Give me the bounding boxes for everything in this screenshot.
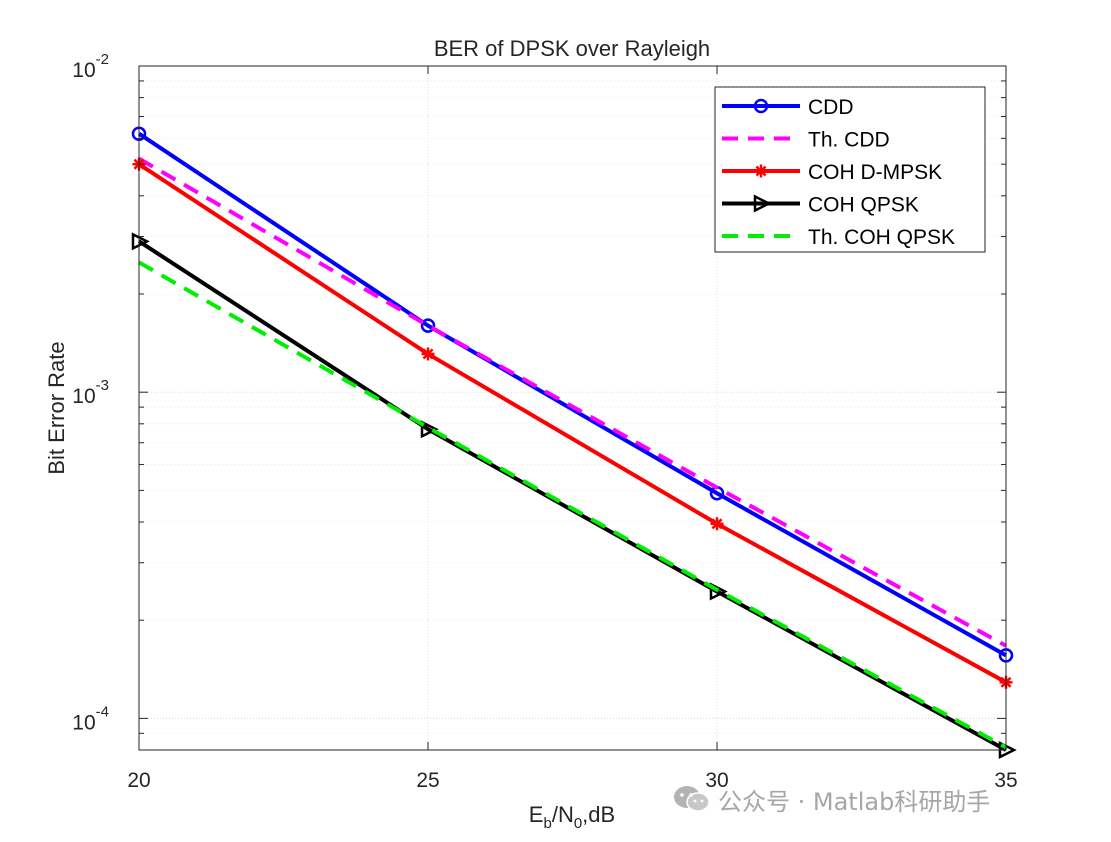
- data-point-coh-qpsk: [420, 420, 439, 439]
- series-coh-qpsk: [131, 232, 1017, 760]
- legend-label: COH D-MPSK: [808, 161, 942, 184]
- legend-item-th-cdd: Th. CDD: [722, 129, 890, 152]
- x-tick-label: 30: [705, 769, 728, 792]
- legend-swatch-marker: [753, 194, 772, 213]
- series-line-cdd: [137, 132, 1007, 658]
- legend-label: Th. CDD: [808, 129, 890, 152]
- y-tick-label: 10-2: [72, 51, 109, 82]
- wechat-icon: [674, 786, 710, 812]
- watermark: 公众号 · Matlab科研助手: [672, 782, 990, 816]
- data-point-coh-qpsk: [131, 232, 150, 251]
- series-cdd: [131, 126, 1014, 663]
- axes-box: [138, 65, 1007, 751]
- x-axis-label: Eb/N0,dB: [529, 802, 615, 832]
- legend-item-th-coh-qpsk: Th. COH QPSK: [722, 226, 955, 249]
- data-point-coh-d-mpsk: [421, 347, 435, 361]
- x-tick-label: 20: [127, 769, 150, 792]
- legend-swatch-marker: [753, 98, 769, 114]
- series-line-th-coh-qpsk: [138, 260, 1007, 750]
- series-layer: [131, 126, 1017, 760]
- data-point-coh-qpsk: [709, 582, 728, 601]
- watermark-text: 公众号 · Matlab科研助手: [718, 787, 991, 816]
- legend-item-coh-qpsk: COH QPSK: [722, 194, 919, 217]
- x-tick-label: 35: [994, 769, 1017, 792]
- data-point-coh-d-mpsk: [710, 517, 724, 531]
- legend: CDD Th. CDD COH D-MPSK COH QPSK Th. COH QPSK: [714, 86, 986, 253]
- legend-label: CDD: [808, 96, 854, 119]
- chart-title: BER of DPSK over Rayleigh: [434, 36, 710, 61]
- series-line-coh-d-mpsk: [137, 162, 1007, 685]
- series-th-cdd: [137, 156, 1007, 648]
- series-th-coh-qpsk: [138, 260, 1007, 750]
- y-tick-label: 10-3: [72, 377, 109, 408]
- series-line-th-cdd: [137, 156, 1007, 648]
- x-tick-label: 25: [416, 769, 439, 792]
- legend-swatch-marker: [754, 164, 768, 178]
- y-axis-label: Bit Error Rate: [44, 341, 69, 474]
- legend-label: Th. COH QPSK: [808, 226, 955, 249]
- y-tick-label: 10-4: [72, 703, 109, 734]
- legend-item-coh-d-mpsk: COH D-MPSK: [722, 161, 942, 184]
- data-point-cdd: [420, 318, 436, 333]
- series-line-coh-qpsk: [137, 239, 1007, 752]
- ticks: 20 25 30 35 10-2 10-3 10-4: [72, 51, 1017, 792]
- legend-item-cdd: CDD: [722, 96, 854, 119]
- legend-label: COH QPSK: [808, 194, 919, 217]
